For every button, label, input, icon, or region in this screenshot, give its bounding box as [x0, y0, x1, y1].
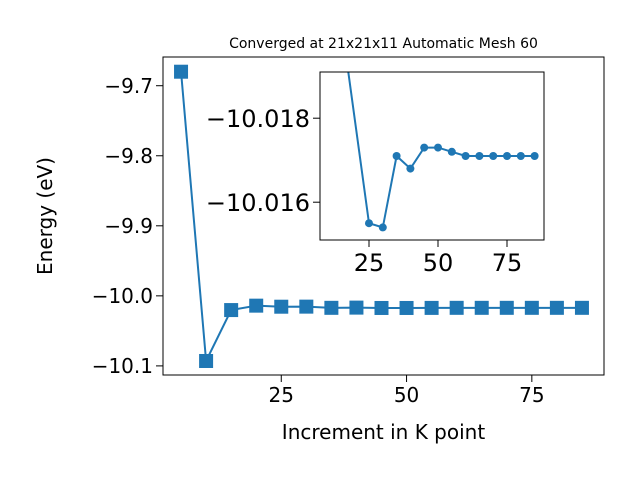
x-axis-label: Increment in K point — [282, 420, 486, 444]
y-tick-label: −9.7 — [104, 74, 153, 98]
x-tick-label: 25 — [269, 383, 294, 407]
marker — [489, 152, 498, 160]
marker — [424, 300, 439, 315]
marker — [374, 300, 389, 315]
marker — [399, 300, 414, 315]
marker — [406, 164, 415, 173]
marker — [499, 300, 514, 315]
axes-frame — [319, 71, 545, 241]
marker — [324, 300, 339, 315]
marker — [461, 152, 470, 160]
x-tick-label: 25 — [354, 249, 385, 277]
marker — [549, 300, 564, 315]
chart-title: Converged at 21x21x11 Automatic Mesh 60 — [229, 36, 538, 52]
marker — [392, 152, 401, 160]
y-axis-label: Energy (eV) — [33, 157, 57, 275]
marker — [434, 143, 443, 152]
axes-frame — [162, 56, 605, 376]
marker — [449, 300, 464, 315]
marker — [516, 152, 525, 160]
marker — [199, 353, 214, 368]
x-tick-label: 75 — [519, 383, 544, 407]
marker — [474, 300, 489, 315]
y-tick-label: −10.016 — [206, 189, 310, 217]
marker — [249, 298, 264, 313]
y-tick-label: −10.018 — [206, 105, 310, 133]
marker — [378, 223, 387, 232]
marker — [530, 152, 539, 160]
marker — [337, 18, 345, 26]
marker — [447, 147, 456, 156]
marker — [503, 152, 512, 160]
marker — [274, 299, 289, 314]
y-tick-label: −9.9 — [104, 214, 153, 238]
marker — [364, 219, 373, 228]
marker — [224, 303, 239, 318]
marker — [574, 300, 589, 315]
marker — [299, 299, 314, 314]
y-tick-label: −10.0 — [92, 284, 153, 308]
marker — [349, 300, 364, 315]
marker — [420, 143, 429, 152]
x-tick-label: 50 — [394, 383, 419, 407]
plot-clip — [174, 64, 589, 368]
x-tick-label: 50 — [423, 249, 454, 277]
x-tick-label: 75 — [492, 249, 523, 277]
plot-clip — [337, 18, 539, 232]
y-tick-label: −9.8 — [104, 144, 153, 168]
marker — [475, 152, 484, 160]
marker — [524, 300, 539, 315]
marker — [174, 64, 189, 79]
y-tick-label: −10.1 — [92, 354, 153, 378]
